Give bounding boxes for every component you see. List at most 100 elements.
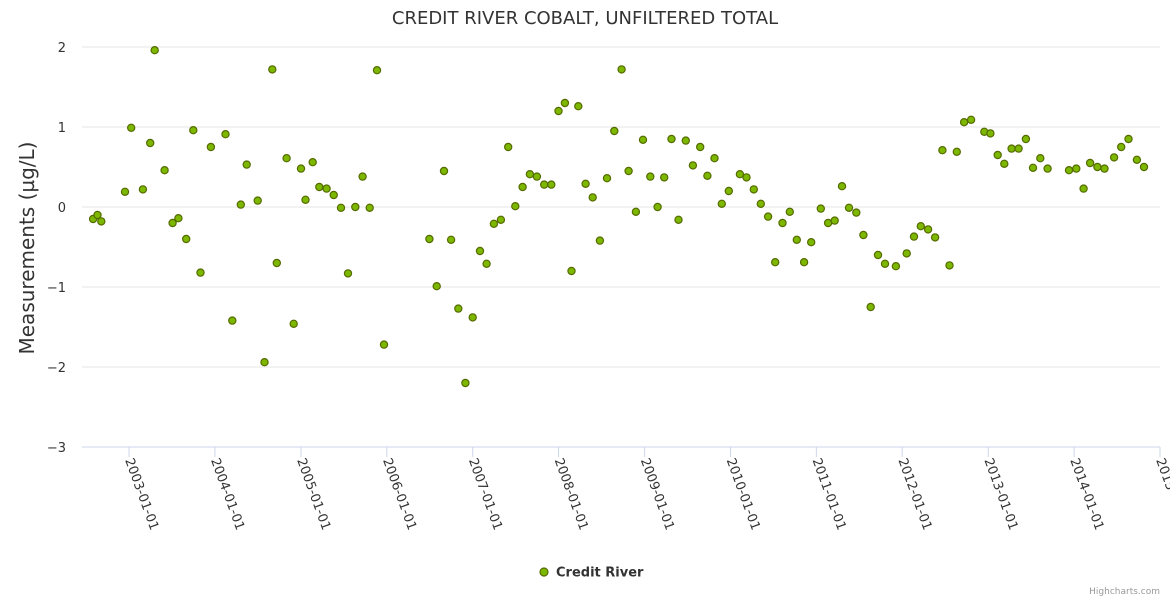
data-point[interactable]	[242, 160, 251, 169]
data-point[interactable]	[540, 180, 549, 189]
data-point[interactable]	[160, 165, 169, 175]
data-point[interactable]	[966, 115, 976, 125]
data-point[interactable]	[1036, 153, 1045, 163]
data-point[interactable]	[703, 171, 712, 180]
data-point[interactable]	[595, 236, 605, 245]
data-point[interactable]	[837, 181, 847, 191]
data-point[interactable]	[799, 258, 809, 267]
data-point[interactable]	[959, 117, 969, 127]
data-point[interactable]	[260, 358, 269, 367]
data-point[interactable]	[282, 153, 291, 163]
data-point[interactable]	[778, 218, 787, 228]
data-point[interactable]	[688, 161, 698, 170]
data-point[interactable]	[97, 217, 106, 226]
data-point[interactable]	[475, 246, 485, 256]
data-point[interactable]	[916, 221, 926, 231]
data-point[interactable]	[581, 179, 590, 188]
data-point[interactable]	[1021, 134, 1031, 144]
data-point[interactable]	[696, 142, 705, 152]
data-point[interactable]	[1116, 142, 1126, 152]
data-point[interactable]	[120, 187, 130, 196]
data-point[interactable]	[126, 123, 136, 133]
data-point[interactable]	[771, 258, 780, 267]
data-point[interactable]	[308, 157, 317, 167]
data-point[interactable]	[1028, 163, 1038, 172]
credits-link[interactable]: Highcharts.com	[1089, 587, 1160, 597]
data-point[interactable]	[610, 126, 619, 136]
data-point[interactable]	[735, 169, 745, 179]
data-point[interactable]	[454, 304, 463, 313]
data-point[interactable]	[653, 202, 662, 212]
data-point[interactable]	[1100, 164, 1109, 173]
data-point[interactable]	[329, 190, 338, 200]
data-point[interactable]	[228, 316, 237, 325]
data-point[interactable]	[343, 269, 353, 278]
data-point[interactable]	[189, 125, 198, 135]
data-point[interactable]	[315, 182, 324, 192]
data-point[interactable]	[1072, 164, 1081, 173]
data-point[interactable]	[785, 207, 795, 216]
data-point[interactable]	[710, 153, 719, 163]
data-point[interactable]	[372, 65, 382, 75]
data-point[interactable]	[547, 180, 556, 189]
data-point[interactable]	[489, 219, 499, 228]
data-point[interactable]	[993, 150, 1002, 160]
data-point[interactable]	[902, 249, 911, 258]
data-point[interactable]	[866, 302, 875, 312]
data-point[interactable]	[660, 173, 669, 182]
data-point[interactable]	[1064, 165, 1074, 175]
data-point[interactable]	[859, 230, 868, 240]
data-point[interactable]	[873, 250, 883, 260]
data-point[interactable]	[336, 203, 346, 212]
data-point[interactable]	[289, 319, 298, 328]
data-point[interactable]	[807, 237, 816, 247]
data-point[interactable]	[560, 98, 570, 108]
data-point[interactable]	[150, 46, 159, 55]
data-point[interactable]	[923, 225, 933, 234]
data-point[interactable]	[852, 208, 861, 217]
data-point[interactable]	[1109, 153, 1119, 162]
data-point[interactable]	[816, 204, 826, 213]
data-point[interactable]	[358, 172, 367, 181]
data-point[interactable]	[891, 262, 901, 271]
data-point[interactable]	[351, 202, 360, 212]
data-point[interactable]	[1079, 184, 1088, 193]
data-point[interactable]	[574, 101, 583, 111]
data-point[interactable]	[830, 216, 839, 225]
data-point[interactable]	[1124, 134, 1133, 144]
data-point[interactable]	[880, 259, 890, 268]
data-point[interactable]	[681, 136, 691, 145]
data-point[interactable]	[236, 200, 245, 209]
data-point[interactable]	[1007, 144, 1016, 153]
data-point[interactable]	[646, 172, 655, 181]
data-point[interactable]	[674, 215, 683, 224]
data-point[interactable]	[468, 313, 477, 322]
data-point[interactable]	[554, 106, 563, 116]
data-point[interactable]	[93, 210, 102, 220]
data-point[interactable]	[511, 201, 520, 211]
data-point[interactable]	[496, 215, 506, 224]
data-point[interactable]	[567, 266, 576, 276]
data-point[interactable]	[763, 212, 773, 221]
data-point[interactable]	[588, 193, 597, 202]
data-point[interactable]	[624, 166, 633, 176]
data-point[interactable]	[742, 173, 751, 182]
data-point[interactable]	[365, 203, 374, 212]
data-point[interactable]	[138, 185, 148, 194]
data-point[interactable]	[1093, 162, 1102, 172]
data-point[interactable]	[792, 235, 802, 244]
data-point[interactable]	[439, 166, 449, 176]
data-point[interactable]	[482, 259, 491, 268]
data-point[interactable]	[322, 184, 331, 193]
data-point[interactable]	[631, 207, 641, 216]
data-point[interactable]	[379, 340, 389, 349]
data-point[interactable]	[756, 199, 766, 208]
data-point[interactable]	[1000, 159, 1009, 168]
legend[interactable]: Credit River	[539, 566, 644, 581]
data-point[interactable]	[952, 147, 962, 156]
data-point[interactable]	[432, 282, 441, 291]
data-point[interactable]	[168, 218, 177, 228]
data-point[interactable]	[938, 145, 947, 155]
data-point[interactable]	[196, 268, 205, 277]
data-point[interactable]	[532, 172, 542, 181]
